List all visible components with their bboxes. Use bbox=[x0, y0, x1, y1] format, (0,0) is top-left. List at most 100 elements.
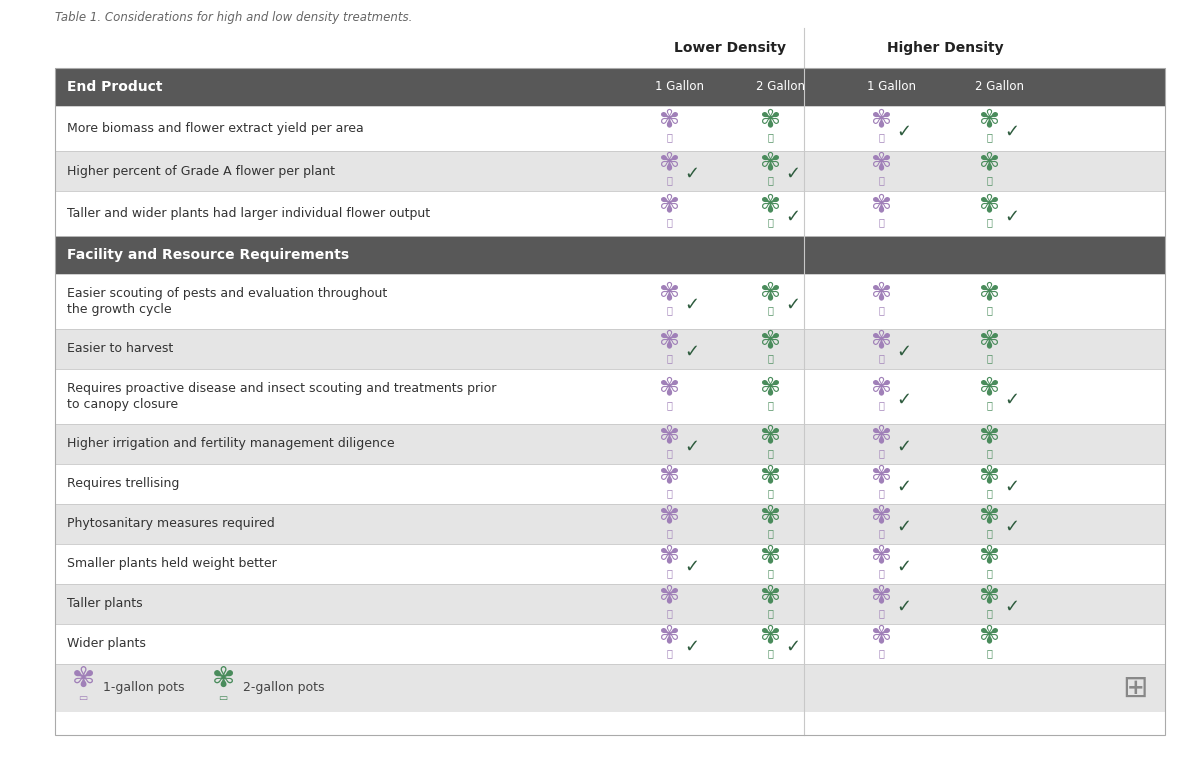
Text: ✾: ✾ bbox=[871, 281, 892, 305]
Text: ✾: ✾ bbox=[871, 543, 892, 567]
Text: ⬜: ⬜ bbox=[986, 400, 992, 410]
Text: ✾: ✾ bbox=[871, 463, 892, 487]
Text: ✓: ✓ bbox=[896, 518, 911, 536]
Text: ✾: ✾ bbox=[760, 423, 781, 447]
Text: ✾: ✾ bbox=[760, 193, 781, 217]
Text: ✾: ✾ bbox=[871, 193, 892, 217]
Text: ✾: ✾ bbox=[871, 503, 892, 527]
Text: ✾: ✾ bbox=[979, 503, 1000, 527]
Text: ✾: ✾ bbox=[659, 583, 680, 607]
Text: ✓: ✓ bbox=[896, 598, 911, 616]
Text: ⬜: ⬜ bbox=[878, 608, 884, 618]
Text: ⬜: ⬜ bbox=[986, 133, 992, 143]
Text: ⬜: ⬜ bbox=[768, 305, 774, 315]
Text: the growth cycle: the growth cycle bbox=[67, 303, 172, 316]
Text: ✾: ✾ bbox=[659, 193, 680, 217]
Text: ⬜: ⬜ bbox=[666, 488, 672, 498]
Text: ✓: ✓ bbox=[684, 438, 700, 456]
Text: ✓: ✓ bbox=[896, 390, 911, 409]
Text: 1 Gallon: 1 Gallon bbox=[866, 80, 916, 93]
Text: Easier to harvest: Easier to harvest bbox=[67, 342, 173, 355]
Text: ⬜: ⬜ bbox=[666, 448, 672, 458]
Text: 1 Gallon: 1 Gallon bbox=[655, 80, 704, 93]
Text: ⬜: ⬜ bbox=[878, 528, 884, 538]
Text: Taller plants: Taller plants bbox=[67, 598, 143, 611]
Text: ✾: ✾ bbox=[71, 665, 95, 693]
Text: ✾: ✾ bbox=[979, 193, 1000, 217]
Text: ✾: ✾ bbox=[211, 665, 235, 693]
Text: Higher Density: Higher Density bbox=[887, 41, 1004, 55]
Text: ✓: ✓ bbox=[1004, 207, 1019, 225]
Text: ⬜: ⬜ bbox=[768, 648, 774, 658]
Text: ⬜: ⬜ bbox=[878, 400, 884, 410]
Text: 2 Gallon: 2 Gallon bbox=[974, 80, 1024, 93]
Text: ⬜: ⬜ bbox=[666, 217, 672, 227]
Text: ⬜: ⬜ bbox=[666, 175, 672, 185]
Text: ✓: ✓ bbox=[896, 558, 911, 576]
Text: ✾: ✾ bbox=[760, 543, 781, 567]
Text: Facility and Resource Requirements: Facility and Resource Requirements bbox=[67, 248, 349, 262]
Text: ✾: ✾ bbox=[659, 543, 680, 567]
Text: Higher percent of Grade A flower per plant: Higher percent of Grade A flower per pla… bbox=[67, 164, 335, 177]
Text: Wider plants: Wider plants bbox=[67, 638, 146, 651]
Text: ✾: ✾ bbox=[979, 375, 1000, 399]
Text: ✾: ✾ bbox=[659, 463, 680, 487]
Text: ⬜: ⬜ bbox=[666, 608, 672, 618]
Text: ✾: ✾ bbox=[871, 107, 892, 132]
Text: ✾: ✾ bbox=[979, 623, 1000, 647]
Text: ✓: ✓ bbox=[1004, 390, 1019, 409]
Text: ⬜: ⬜ bbox=[986, 305, 992, 315]
Text: ✾: ✾ bbox=[760, 623, 781, 647]
Text: ⬜: ⬜ bbox=[666, 528, 672, 538]
Text: ✾: ✾ bbox=[871, 583, 892, 607]
Text: ✾: ✾ bbox=[659, 107, 680, 132]
Text: ✓: ✓ bbox=[896, 343, 911, 361]
Text: ✾: ✾ bbox=[979, 281, 1000, 305]
Text: ⬜: ⬜ bbox=[986, 217, 992, 227]
Text: ✓: ✓ bbox=[896, 478, 911, 496]
Text: ✾: ✾ bbox=[979, 150, 1000, 174]
Text: ✾: ✾ bbox=[659, 503, 680, 527]
Text: ⬜: ⬜ bbox=[768, 528, 774, 538]
Text: ✓: ✓ bbox=[896, 123, 911, 140]
Text: 2 Gallon: 2 Gallon bbox=[756, 80, 805, 93]
Text: ✾: ✾ bbox=[979, 543, 1000, 567]
Text: End Product: End Product bbox=[67, 80, 162, 94]
Text: ✓: ✓ bbox=[785, 295, 800, 314]
Text: ✓: ✓ bbox=[1004, 123, 1019, 140]
Text: ✾: ✾ bbox=[871, 375, 892, 399]
Text: ⬜: ⬜ bbox=[986, 175, 992, 185]
Text: Table 1. Considerations for high and low density treatments.: Table 1. Considerations for high and low… bbox=[55, 12, 413, 25]
Text: Phytosanitary measures required: Phytosanitary measures required bbox=[67, 517, 275, 530]
Text: ✾: ✾ bbox=[760, 463, 781, 487]
Text: ✾: ✾ bbox=[871, 623, 892, 647]
Text: ✓: ✓ bbox=[785, 165, 800, 183]
Text: ⬜: ⬜ bbox=[666, 400, 672, 410]
Text: ⬜: ⬜ bbox=[878, 448, 884, 458]
Text: ⬜: ⬜ bbox=[986, 608, 992, 618]
Text: Lower Density: Lower Density bbox=[674, 41, 786, 55]
Text: ⬜: ⬜ bbox=[986, 528, 992, 538]
Text: ⬜: ⬜ bbox=[878, 217, 884, 227]
Text: ✓: ✓ bbox=[684, 295, 700, 314]
Text: ⬜: ⬜ bbox=[878, 648, 884, 658]
Text: ✓: ✓ bbox=[684, 343, 700, 361]
Text: ✓: ✓ bbox=[684, 638, 700, 656]
Text: ⬜: ⬜ bbox=[878, 175, 884, 185]
Text: ⬜: ⬜ bbox=[666, 353, 672, 363]
Text: ✓: ✓ bbox=[684, 558, 700, 576]
Text: Easier scouting of pests and evaluation throughout: Easier scouting of pests and evaluation … bbox=[67, 287, 388, 300]
Text: Requires trellising: Requires trellising bbox=[67, 477, 179, 490]
Text: ⊞: ⊞ bbox=[1122, 674, 1147, 702]
Text: to canopy closure: to canopy closure bbox=[67, 398, 178, 411]
Text: Smaller plants held weight better: Smaller plants held weight better bbox=[67, 557, 277, 571]
Text: ✾: ✾ bbox=[659, 375, 680, 399]
Text: ⬜: ⬜ bbox=[986, 648, 992, 658]
Text: ✾: ✾ bbox=[979, 463, 1000, 487]
Text: ✾: ✾ bbox=[979, 423, 1000, 447]
Text: ✓: ✓ bbox=[684, 165, 700, 183]
Text: Taller and wider plants had larger individual flower output: Taller and wider plants had larger indiv… bbox=[67, 207, 430, 220]
Text: ⬜: ⬜ bbox=[768, 448, 774, 458]
Text: ✾: ✾ bbox=[979, 328, 1000, 352]
Text: ✾: ✾ bbox=[659, 281, 680, 305]
